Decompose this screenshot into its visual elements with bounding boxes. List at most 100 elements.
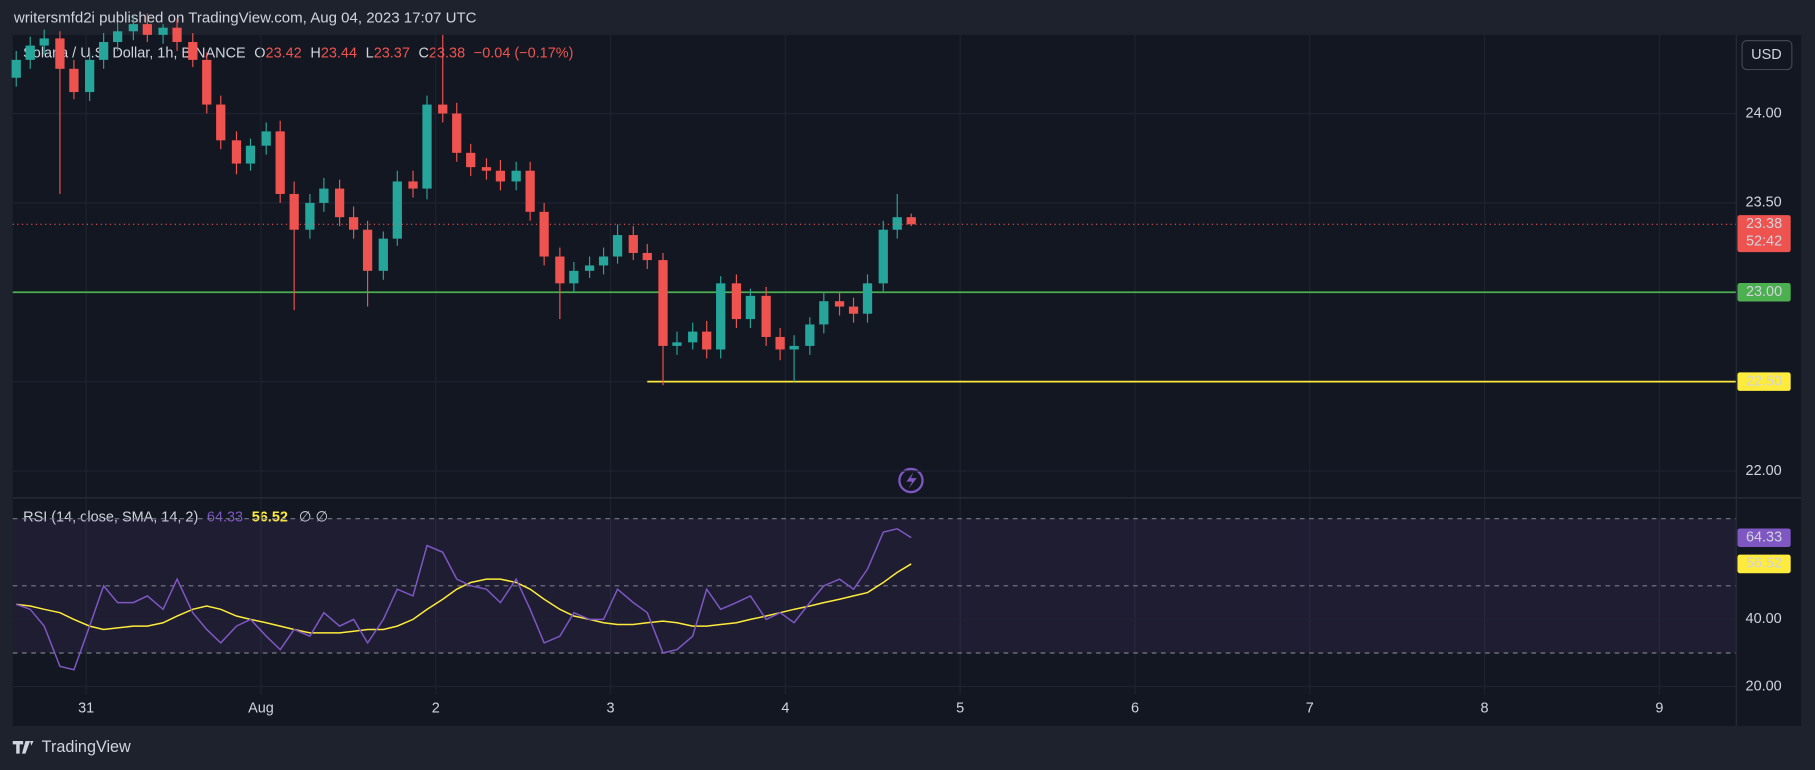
- published-note: writersmfd2i published on TradingView.co…: [13, 10, 477, 27]
- currency-label[interactable]: USD: [1751, 47, 1782, 63]
- candle-body: [906, 217, 916, 225]
- candle-body: [598, 256, 609, 266]
- candle-body: [555, 256, 565, 284]
- candle-body: [188, 41, 198, 60]
- ohlc-prefix: H: [310, 45, 320, 61]
- x-tick-label: 31: [78, 700, 94, 716]
- x-tick-label: 3: [607, 700, 615, 716]
- last-price-label: 23.38: [1746, 216, 1782, 232]
- candle-body: [452, 113, 462, 153]
- candle-body: [805, 324, 815, 346]
- rsi-tick-label: 20.00: [1746, 678, 1782, 694]
- candle-body: [348, 217, 359, 230]
- candle-body: [672, 342, 682, 346]
- last-price-badge: [1737, 215, 1791, 253]
- candle-body: [99, 41, 109, 60]
- candle-body: [289, 193, 299, 230]
- y-tick-label: 23.50: [1746, 195, 1782, 211]
- candle-body: [761, 295, 771, 337]
- candle-body: [25, 45, 35, 60]
- candle-body: [862, 283, 873, 314]
- candle-body: [378, 238, 388, 271]
- candle-body: [688, 331, 698, 343]
- rsi-tick-label: 40.00: [1746, 611, 1782, 627]
- rsi-value: 64.33: [207, 509, 243, 525]
- chart-area: [12, 34, 1802, 726]
- candle-body: [642, 252, 652, 261]
- plot: 31 Aug 2 3 4 5 6 7 8 9 22.00 22.50 23.00 23.50 24.00 20…: [11, 13, 1782, 716]
- brand-name: TradingView: [42, 738, 131, 756]
- candle-body: [39, 38, 49, 46]
- candle-body: [612, 235, 623, 257]
- ohlc-value: 23.44: [321, 45, 357, 61]
- candle-body: [628, 235, 638, 253]
- ohlc-prefix: L: [366, 45, 374, 61]
- x-tick-label: 7: [1306, 700, 1314, 716]
- candle-body: [275, 131, 285, 194]
- candle-body: [142, 24, 152, 35]
- rsi-badge: [1737, 554, 1791, 574]
- candle-body: [481, 167, 492, 171]
- candle-body: [216, 104, 226, 141]
- candle-body: [731, 283, 742, 320]
- lightning-icon[interactable]: [898, 467, 924, 494]
- candle-body: [569, 270, 579, 284]
- candle-body: [69, 68, 79, 93]
- change: −0.04 (−0.17%): [474, 45, 574, 61]
- ohlc-prefix: C: [419, 45, 429, 61]
- rsi-badge: [1737, 528, 1791, 547]
- currency-button[interactable]: [1741, 40, 1793, 71]
- rsi-extra: ∅ ∅: [299, 509, 328, 525]
- candle-body: [392, 181, 402, 239]
- candle-body: [408, 181, 418, 189]
- x-tick-label: 6: [1131, 700, 1139, 716]
- candle-body: [112, 31, 123, 42]
- candle-body: [892, 217, 902, 230]
- x-tick-label: 4: [781, 700, 789, 716]
- x-tick-label: Aug: [248, 700, 274, 716]
- rsi-line: [15, 527, 912, 671]
- x-tick-label: 8: [1481, 700, 1489, 716]
- candle-body: [261, 131, 271, 146]
- candle-body: [128, 24, 138, 32]
- candle-body: [584, 265, 595, 271]
- candle-body: [172, 27, 182, 42]
- candle-body: [775, 336, 785, 350]
- rsi-badge-label: 64.33: [1746, 530, 1782, 546]
- ohlc-prefix: O: [254, 45, 265, 61]
- candle-body: [789, 345, 799, 350]
- brand: TradingView: [12, 738, 131, 756]
- level-label: 23.00: [1746, 284, 1782, 300]
- candle-body: [525, 170, 535, 212]
- x-tick-label: 5: [956, 700, 964, 716]
- ohlc-value: 23.42: [266, 45, 302, 61]
- level-badge: [1737, 283, 1791, 302]
- y-tick-label: 24.00: [1746, 105, 1782, 121]
- candle-body: [85, 59, 95, 93]
- candle-body: [466, 152, 476, 168]
- candle-body: [495, 170, 506, 182]
- candle-body: [745, 295, 756, 320]
- candle-body: [305, 202, 315, 230]
- candle-body: [511, 170, 521, 182]
- level-badge: [1737, 372, 1791, 391]
- candle-body: [539, 211, 549, 257]
- candle-body: [658, 260, 668, 346]
- candle-body: [834, 301, 845, 307]
- x-tick-label: 9: [1655, 700, 1663, 716]
- candle-body: [55, 38, 65, 69]
- y-tick-label: 22.00: [1746, 463, 1782, 479]
- candle-body: [362, 229, 373, 271]
- candle-body: [878, 229, 888, 284]
- candle-body: [848, 306, 859, 314]
- candle-body: [158, 27, 168, 35]
- candle-body: [702, 331, 712, 350]
- rsi-badge-label: 56.52: [1746, 556, 1782, 572]
- candle-body: [319, 188, 329, 203]
- candle-body: [202, 59, 212, 105]
- candle-body: [231, 140, 242, 164]
- ohlc-value: 23.37: [374, 45, 410, 61]
- countdown: 52:42: [1746, 234, 1782, 250]
